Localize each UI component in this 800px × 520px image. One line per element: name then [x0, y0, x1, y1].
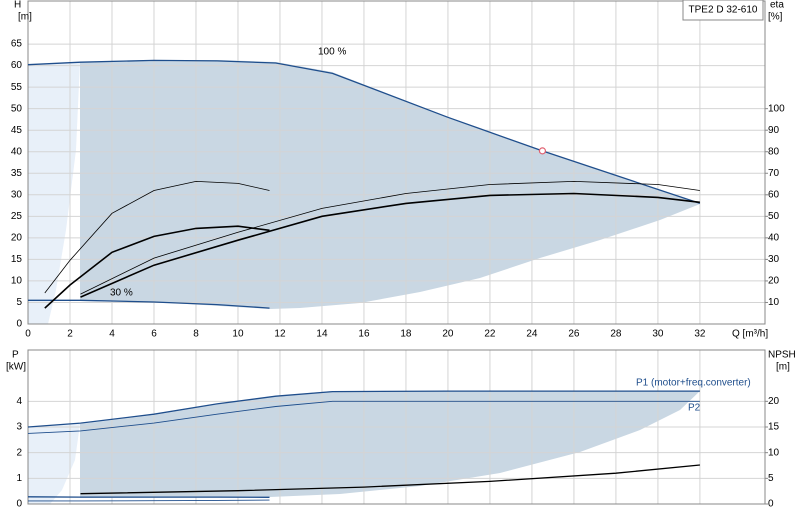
- chart-title: TPE2 D 32-610: [689, 5, 758, 16]
- area-dark: [80, 60, 700, 309]
- y-tick-label: 30: [11, 189, 23, 200]
- area-light: [28, 424, 80, 504]
- duty-point: [538, 147, 547, 155]
- series-line: [28, 299, 270, 309]
- y-tick-label: 15: [11, 254, 23, 265]
- area-light: [28, 62, 80, 324]
- y2-tick-label: 10: [768, 297, 780, 308]
- y2-tick-label: 5: [768, 473, 774, 484]
- x-tick-label: 2: [67, 329, 73, 340]
- x-tick-label: 24: [526, 329, 538, 340]
- series-line: [44, 225, 270, 309]
- x-tick-label: 28: [610, 329, 622, 340]
- y-tick-label: 0: [16, 319, 22, 330]
- x-tick-label: 14: [316, 329, 328, 340]
- y-tick-label: 55: [11, 82, 23, 93]
- y2-axis-label: [%]: [768, 12, 783, 23]
- y-tick-label: 4: [16, 396, 22, 407]
- x-tick-label: 18: [400, 329, 412, 340]
- series-line: [27, 400, 700, 434]
- x-tick-label: 10: [232, 329, 244, 340]
- x-tick-label: 32: [694, 329, 706, 340]
- y2-tick-label: 80: [768, 146, 780, 157]
- y-axis-label: [m]: [18, 12, 32, 23]
- y2-axis-label: eta: [770, 0, 784, 11]
- x-tick-label: 6: [151, 329, 157, 340]
- plot-frame: [27, 0, 766, 325]
- y-tick-label: 65: [11, 39, 23, 50]
- y-tick-label: 3: [16, 422, 22, 433]
- y2-tick-label: 15: [768, 422, 780, 433]
- x-tick-label: 8: [193, 329, 199, 340]
- y2-tick-label: 0: [768, 499, 774, 510]
- x-tick-label: 20: [442, 329, 454, 340]
- series-line: [28, 499, 270, 502]
- series-line: [27, 59, 701, 205]
- annotation: 30 %: [110, 288, 133, 299]
- x-tick-label: 30: [652, 329, 664, 340]
- y2-tick-label: 30: [768, 254, 780, 265]
- series-line: [44, 180, 270, 294]
- x-axis-label: Q [m³/h]: [732, 329, 768, 340]
- y-tick-label: 20: [11, 233, 23, 244]
- series-label: P1 (motor+freq.converter): [636, 378, 751, 389]
- operating-area: [28, 60, 700, 504]
- annotation: 100 %: [318, 47, 346, 58]
- y2-axis-label: NPSH: [768, 350, 796, 361]
- y-tick-label: 45: [11, 125, 23, 136]
- y-tick-label: 40: [11, 146, 23, 157]
- x-tick-label: 0: [25, 329, 31, 340]
- y-tick-label: 10: [11, 276, 23, 287]
- x-tick-label: 12: [274, 329, 286, 340]
- y-tick-label: 60: [11, 60, 23, 71]
- area-dark: [80, 391, 700, 498]
- y-axis-label: [kW]: [6, 362, 26, 373]
- y-tick-label: 35: [11, 168, 23, 179]
- series-line: [27, 390, 700, 428]
- y-tick-label: 2: [16, 447, 22, 458]
- y-tick-label: 5: [16, 297, 22, 308]
- title-box: [682, 0, 764, 21]
- series-line: [27, 496, 270, 498]
- x-tick-label: 4: [109, 329, 115, 340]
- y-tick-label: 1: [16, 473, 22, 484]
- y2-tick-label: 20: [768, 276, 780, 287]
- y-tick-label: 25: [11, 211, 23, 222]
- y2-tick-label: 90: [768, 125, 780, 136]
- series-line: [80, 192, 700, 298]
- series-line: [80, 180, 700, 295]
- series-line: [80, 464, 700, 495]
- series-label: P2: [688, 403, 701, 414]
- x-tick-label: 16: [358, 329, 370, 340]
- y-tick-label: 50: [11, 103, 23, 114]
- y2-tick-label: 20: [768, 396, 780, 407]
- y2-tick-label: 40: [768, 233, 780, 244]
- y-axis-label: H: [14, 0, 21, 11]
- y2-tick-label: 50: [768, 211, 780, 222]
- y2-tick-label: 10: [768, 447, 780, 458]
- y2-axis-label: [m]: [776, 362, 790, 373]
- y2-tick-label: 70: [768, 168, 780, 179]
- y2-tick-label: 60: [768, 189, 780, 200]
- y2-tick-label: 100: [768, 103, 785, 114]
- plot-layer: 0 2 4 6 8 10 12 14 16 18 20 22 24 26 28 30 3205101520253…: [6, 0, 796, 510]
- y-axis-label: P: [12, 350, 19, 361]
- y-tick-label: 0: [16, 499, 22, 510]
- x-tick-label: 22: [484, 329, 496, 340]
- x-tick-label: 26: [568, 329, 580, 340]
